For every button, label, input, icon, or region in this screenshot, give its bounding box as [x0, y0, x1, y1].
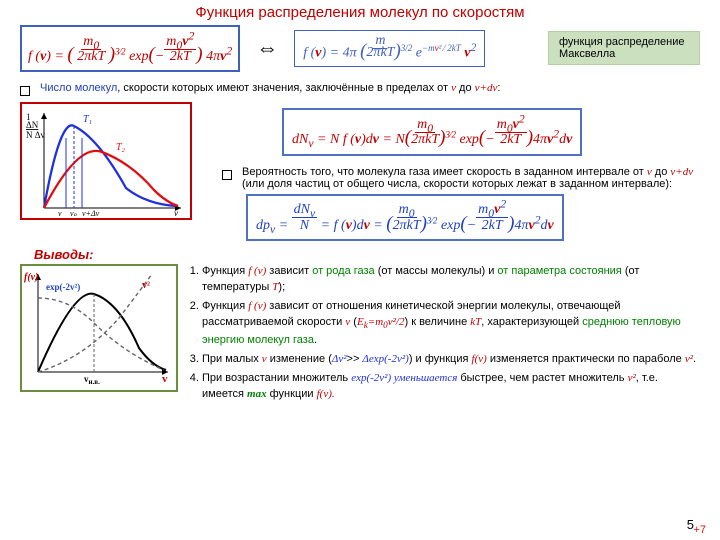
- t: >>: [347, 353, 363, 365]
- row-plot-formulas: 1 ΔN N Δv T₁ T₂ vₚ v v+Δv v dNv = N f (v…: [20, 102, 700, 242]
- bullet1-pre: Число молекул: [40, 82, 117, 94]
- li-1: Функция f (v) зависит от рода газа (от м…: [202, 264, 700, 296]
- t: до: [456, 82, 475, 94]
- bullet-icon: [222, 170, 232, 180]
- t: , скорости которых имеют значения, заклю…: [117, 82, 451, 94]
- bullet-1: Число молекул, скорости которых имеют зн…: [20, 82, 700, 96]
- t: функции: [267, 388, 317, 400]
- t: kT: [470, 316, 481, 328]
- t: (или доля частиц от общего числа, скорос…: [242, 178, 672, 190]
- svg-text:N Δv: N Δv: [26, 130, 46, 140]
- t: Δexp(-2v²): [362, 353, 408, 365]
- equiv-arrow: ⇔: [240, 35, 294, 61]
- t: При возрастании множитель: [202, 372, 351, 384]
- bullet-2-text: Вероятность того, что молекула газа имее…: [242, 166, 700, 190]
- t: v+dv: [475, 82, 498, 94]
- conclusions-row: f(v) exp(-2v²) v² vн.в. v Функция f (v) …: [20, 264, 700, 405]
- t: :: [497, 82, 500, 94]
- bullet-2: Вероятность того, что молекула газа имее…: [222, 166, 700, 190]
- t: изменяется практически по параболе: [487, 353, 685, 365]
- vyvody-heading: Выводы:: [34, 247, 720, 262]
- svg-text:v: v: [58, 209, 62, 216]
- t: max: [247, 388, 267, 400]
- t: ) к величине: [405, 316, 471, 328]
- maxwell-label: функция распределение Максвелла: [548, 31, 700, 65]
- li-4: При возрастании множитель exp(-2v²) умен…: [202, 371, 700, 403]
- t: При малых: [202, 353, 262, 365]
- t: (от массы молекулы) и: [375, 265, 498, 277]
- svg-text:T₁: T₁: [83, 114, 92, 125]
- svg-text:v: v: [162, 373, 168, 385]
- t: f(v).: [317, 388, 335, 400]
- t: f (v): [248, 265, 266, 277]
- li-3: При малых v изменение (Δv²>> Δexp(-2v²))…: [202, 352, 700, 368]
- li-2: Функция f (v) зависит от отношения кинет…: [202, 299, 700, 348]
- t: exp(-2v²) уменьшается: [351, 372, 457, 384]
- t: .: [693, 353, 696, 365]
- svg-text:v+Δv: v+Δv: [82, 209, 100, 216]
- formula-dp: dpv = dNvN = f (v)dv = (m02πkT)3⁄2 exp(−…: [246, 194, 564, 242]
- t: );: [278, 281, 285, 293]
- svg-text:vн.в.: vн.в.: [84, 374, 100, 386]
- t: быстрее, чем растет множитель: [457, 372, 627, 384]
- t: v²: [628, 372, 636, 384]
- t: (: [350, 316, 357, 328]
- t: Δv²: [332, 353, 347, 365]
- t: ) и функция: [409, 353, 472, 365]
- t: .: [314, 334, 317, 346]
- t: от рода газа: [312, 265, 374, 277]
- svg-text:v²: v²: [142, 280, 150, 291]
- t: от параметра состояния: [497, 265, 621, 277]
- bullet-icon: [20, 86, 30, 96]
- bullet-1-text: Число молекул, скорости которых имеют зн…: [40, 82, 500, 94]
- t: v+dv: [670, 166, 693, 178]
- page-title: Функция распределения молекул по скорост…: [0, 0, 720, 21]
- t: , характеризующей: [481, 316, 582, 328]
- svg-text:v: v: [174, 208, 178, 216]
- formula-maxwell: f (v) = 4π (m2πkT)3/2 e−mv² ⁄ 2kT v2: [294, 30, 485, 68]
- t: изменение (: [267, 353, 332, 365]
- t: до: [652, 166, 671, 178]
- t: Функция: [202, 300, 248, 312]
- formula-fv: f (v) = ( m02πkT )3⁄2 exp(−m0v22kT) 4πv2: [20, 25, 240, 72]
- t: Функция: [202, 265, 248, 277]
- svg-text:ΔN: ΔN: [26, 120, 39, 130]
- maxwell-plot-1: 1 ΔN N Δv T₁ T₂ vₚ v v+Δv v: [20, 102, 192, 220]
- right-col: dNv = N f (v)dv = N(m02πkT)3⁄2 exp(−m0v2…: [222, 102, 700, 242]
- t: f (v): [248, 300, 266, 312]
- conclusions-list: Функция f (v) зависит от рода газа (от м…: [184, 264, 700, 405]
- t: f(v): [472, 353, 487, 365]
- svg-text:f(v): f(v): [24, 272, 38, 283]
- plus7-badge: +7: [693, 524, 706, 536]
- header-row: f (v) = ( m02πkT )3⁄2 exp(−m0v22kT) 4πv2…: [20, 25, 700, 72]
- maxwell-plot-2: f(v) exp(-2v²) v² vн.в. v: [20, 264, 178, 392]
- svg-text:exp(-2v²): exp(-2v²): [46, 282, 80, 292]
- svg-text:T₂: T₂: [116, 142, 126, 153]
- t: v²: [685, 353, 693, 365]
- t: Вероятность того, что молекула газа имее…: [242, 166, 647, 178]
- svg-text:vₚ: vₚ: [70, 209, 78, 216]
- t: зависит: [266, 265, 312, 277]
- formula-dN: dNv = N f (v)dv = N(m02πkT)3⁄2 exp(−m0v2…: [282, 108, 582, 156]
